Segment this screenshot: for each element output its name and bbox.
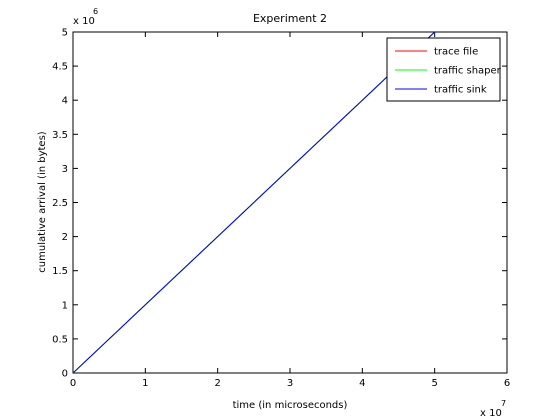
x-tick-label: 4 (359, 378, 365, 389)
x-tick-label: 2 (214, 378, 220, 389)
legend-label: traffic sink (434, 85, 487, 96)
legend: trace file traffic shaper traffic sink (386, 37, 502, 102)
y-tick-label: 3.5 (52, 130, 68, 141)
y-tick-label: 2.5 (52, 198, 68, 209)
y-tick-label: 1 (62, 300, 68, 311)
y-tick-label: 1.5 (52, 266, 68, 277)
y-multiplier: x 10 6 (73, 7, 98, 27)
x-tick-label: 1 (142, 378, 148, 389)
x-multiplier: x 10 7 (480, 399, 506, 419)
x-tick-label: 6 (504, 378, 510, 389)
x-axis-label: time (in microseconds) (233, 400, 348, 411)
y-tick-label: 3 (62, 164, 68, 175)
legend-label: trace file (434, 47, 478, 58)
y-tick-label: 5 (62, 28, 68, 39)
legend-label: traffic shaper (434, 66, 502, 77)
y-multiplier-base: x 10 (73, 16, 95, 27)
x-tick-label: 0 (70, 378, 76, 389)
y-multiplier-exponent: 6 (93, 7, 98, 16)
y-tick-label: 0 (62, 369, 68, 380)
y-axis-label: cumulative arrival (in bytes) (37, 131, 48, 272)
y-tick-label: 4.5 (52, 62, 68, 73)
x-tick-label: 3 (287, 378, 293, 389)
chart-title: Experiment 2 (253, 12, 327, 25)
x-multiplier-exponent: 7 (501, 399, 506, 408)
y-tick-label: 4 (62, 96, 68, 107)
x-multiplier-base: x 10 (480, 408, 502, 419)
series-line-traffic-sink (73, 32, 436, 373)
x-tick-label: 5 (431, 378, 437, 389)
y-tick-label: 2 (62, 232, 68, 243)
y-tick-label: 0.5 (52, 334, 68, 345)
